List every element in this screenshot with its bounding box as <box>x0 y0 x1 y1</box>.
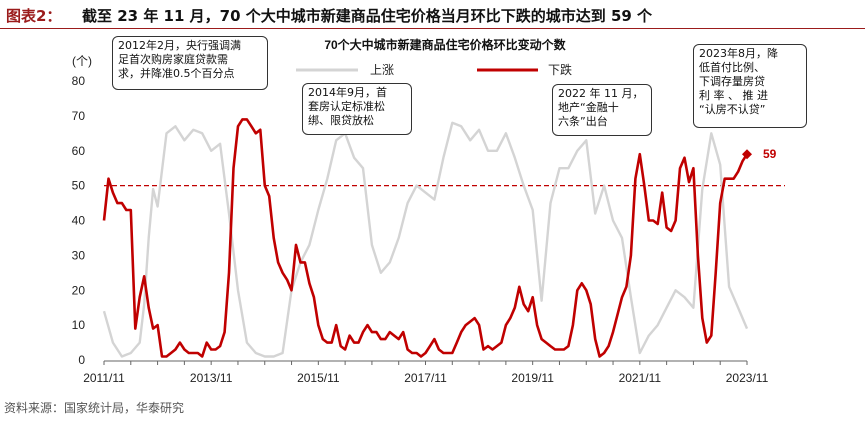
annotation-line: 下调存量房贷 <box>699 75 765 88</box>
x-tick-label: 2019/11 <box>511 371 554 385</box>
x-tick-label: 2011/11 <box>83 371 125 385</box>
y-tick-label: 70 <box>72 109 86 123</box>
annotation-line: 2014年9月，首 <box>308 86 387 99</box>
series-line-up <box>102 121 749 358</box>
x-tick-label: 2013/11 <box>190 371 233 385</box>
y-tick-label: 60 <box>72 144 86 158</box>
legend: 上涨 下跌 <box>296 62 572 77</box>
annotation-line: 2022 年 11 月， <box>558 87 644 100</box>
figure-title: 截至 23 年 11 月，70 个大中城市新建商品住宅价格当月环比下跌的城市达到… <box>82 7 653 25</box>
last-point-label: 59 <box>763 147 777 161</box>
y-tick-label: 30 <box>72 248 86 262</box>
annotation-line: “认房不认贷” <box>699 103 766 116</box>
series-layer <box>102 118 752 358</box>
y-tick-label: 40 <box>72 214 86 228</box>
y-tick-label: 80 <box>72 74 86 88</box>
annotation-line: 足首次购房家庭贷款需 <box>118 53 228 66</box>
figure-header: 图表2： 截至 23 年 11 月，70 个大中城市新建商品住宅价格当月环比下跌… <box>0 0 865 30</box>
series-line-down <box>102 118 749 358</box>
source-note: 资料来源：国家统计局，华泰研究 <box>4 401 185 415</box>
last-point-marker <box>742 149 752 160</box>
x-tick-label: 2017/11 <box>404 371 447 385</box>
y-axis-ticks: 0 10 20 30 40 50 60 70 80 <box>72 74 86 367</box>
annotation-line: 求，并降准0.5个百分点 <box>118 67 235 80</box>
annotation-2012-02: 2012年2月，央行强调满 足首次购房家庭贷款需 求，并降准0.5个百分点 <box>112 36 268 90</box>
annotation-2023-08: 2023年8月，降 低首付比例、 下调存量房贷 利 率 、 推 进 “认房不认贷… <box>693 44 807 128</box>
x-axis-ticks: 2011/11 2013/11 2015/11 2017/11 2019/11 2021/… <box>83 361 769 385</box>
line-chart: 70个大中城市新建商品住宅价格环比变动个数 (个) 0 10 20 30 40 50 60 7… <box>72 37 785 385</box>
y-tick-label: 20 <box>72 283 86 297</box>
header-rule <box>0 28 865 29</box>
y-tick-label: 0 <box>78 353 85 367</box>
annotation-line: 套房认定标准松 <box>308 100 385 113</box>
y-tick-label: 50 <box>72 179 86 193</box>
annotation-2022-11: 2022 年 11 月， 地产“金融十 六条”出台 <box>552 84 652 136</box>
annotation-line: 地产“金融十 <box>558 101 619 114</box>
legend-label-down: 下跌 <box>548 62 572 77</box>
annotation-line: 绑、限贷放松 <box>308 114 374 127</box>
annotation-line: 六条”出台 <box>558 115 608 128</box>
annotation-line: 利 率 、 推 进 <box>699 89 768 102</box>
x-tick-label: 2021/11 <box>619 371 662 385</box>
y-tick-label: 10 <box>72 318 86 332</box>
legend-label-up: 上涨 <box>370 62 394 77</box>
annotation-line: 低首付比例、 <box>699 61 765 74</box>
annotation-line: 2023年8月，降 <box>699 47 778 60</box>
annotation-2014-09: 2014年9月，首 套房认定标准松 绑、限贷放松 <box>302 83 412 135</box>
x-tick-label: 2015/11 <box>297 371 340 385</box>
y-axis-unit: (个) <box>72 54 92 68</box>
annotation-line: 2012年2月，央行强调满 <box>118 39 241 52</box>
chart-title: 70个大中城市新建商品住宅价格环比变动个数 <box>324 37 566 52</box>
figure-label: 图表2： <box>6 7 62 25</box>
x-tick-label: 2023/11 <box>726 371 769 385</box>
